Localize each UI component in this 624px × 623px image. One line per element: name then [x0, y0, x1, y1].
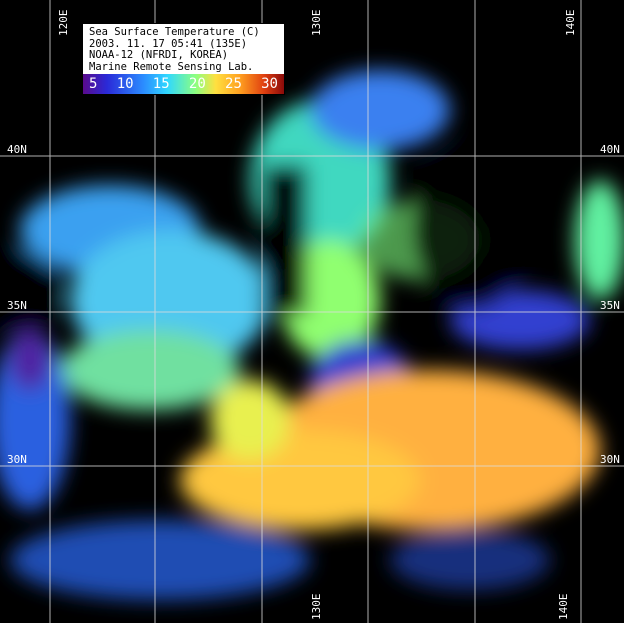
- scale-tick: 25: [225, 76, 242, 92]
- lon-label-bottom: 130E: [310, 593, 323, 621]
- legend-satellite: NOAA-12 (NFRDI, KOREA): [89, 49, 229, 61]
- lon-label-top: 130E: [310, 9, 323, 37]
- lat-label-right: 40N: [600, 143, 620, 156]
- lat-label-right: 35N: [600, 299, 620, 312]
- legend-lab: Marine Remote Sensing Lab.: [89, 60, 254, 73]
- scale-tick: 20: [188, 76, 206, 92]
- scale-tick: 10: [116, 76, 134, 92]
- scale-tick: 5: [89, 76, 98, 92]
- legend-title: Sea Surface Temperature (C): [89, 26, 260, 38]
- scale-tick: 30: [261, 76, 278, 92]
- scale-tick: 15: [152, 76, 170, 92]
- color-scale-bar: 5 10 15 20 25 30: [83, 74, 284, 94]
- japan-land: [410, 150, 530, 310]
- lon-label-bottom: 140E: [557, 593, 570, 621]
- korea-land: [262, 165, 307, 315]
- lon-label-top: 140E: [564, 9, 577, 37]
- legend-box: Sea Surface Temperature (C) 2003. 11. 17…: [82, 23, 285, 95]
- lat-label-left: 40N: [7, 143, 27, 156]
- lat-label-left: 30N: [7, 453, 27, 466]
- lat-label-left: 35N: [7, 299, 27, 312]
- lat-label-right: 30N: [600, 453, 620, 466]
- lon-label-top: 120E: [57, 9, 70, 37]
- legend-datetime: 2003. 11. 17 05:41 (135E): [89, 37, 248, 50]
- china-land: [0, 250, 60, 330]
